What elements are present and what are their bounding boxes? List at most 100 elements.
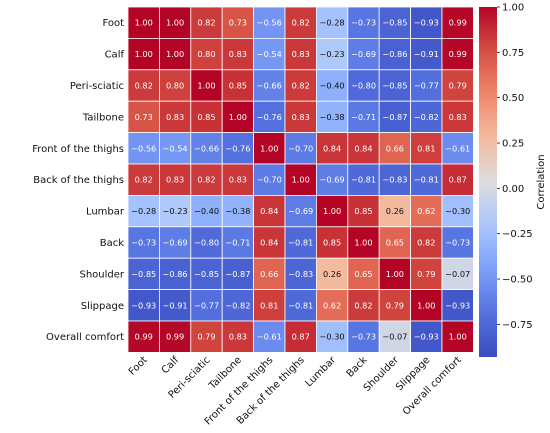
heatmap-cell: [441, 100, 474, 133]
cell-value-label: 0.83: [449, 112, 467, 122]
heatmap-cell: [410, 226, 443, 259]
cell-value-label: 0.81: [417, 143, 435, 153]
cell-value-label: −0.23: [163, 206, 188, 216]
cell-value-label: −0.86: [382, 49, 407, 59]
cell-value-label: −0.85: [382, 18, 407, 28]
cell-value-label: 1.00: [386, 269, 404, 279]
cell-value-label: −0.73: [131, 238, 156, 248]
row-label: Tailbone: [82, 112, 124, 123]
heatmap-cell: [127, 257, 160, 291]
heatmap-cell: [127, 194, 160, 228]
cell-value-label: −0.66: [194, 143, 219, 153]
heatmap-cell: [253, 38, 286, 71]
cell-value-label: 0.82: [197, 18, 215, 28]
cell-value-label: −0.76: [225, 143, 250, 153]
cell-value-label: −0.85: [382, 81, 407, 91]
cell-value-label: −0.40: [194, 206, 219, 216]
cell-value-label: 0.79: [417, 269, 435, 279]
heatmap-cell: [284, 320, 317, 353]
cell-value-label: −0.77: [414, 81, 439, 91]
cell-value-label: −0.28: [320, 18, 345, 28]
heatmap-cell: [410, 38, 443, 71]
cell-value-label: −0.73: [351, 18, 376, 28]
heatmap-cell: [284, 69, 317, 102]
colorbar-tick-label: 0.25: [502, 139, 524, 150]
cell-value-label: 1.00: [166, 18, 184, 28]
heatmap-cell: [347, 6, 380, 39]
cell-value-label: −0.56: [257, 18, 282, 28]
cell-value-label: 0.84: [260, 238, 278, 248]
heatmap-cell: [190, 38, 223, 71]
heatmap-cell: [410, 132, 443, 165]
cell-value-label: −0.81: [288, 300, 313, 310]
heatmap-cell: [378, 257, 412, 291]
cell-value-label: −0.54: [163, 143, 188, 153]
heatmap-cell: [441, 38, 474, 71]
cell-value-label: −0.40: [320, 81, 345, 91]
heatmap-cell: [410, 194, 443, 228]
cell-value-label: 1.00: [292, 175, 310, 185]
cell-value-label: −0.85: [131, 269, 156, 279]
cell-value-label: 1.00: [449, 332, 467, 342]
heatmap-cell: [253, 69, 286, 102]
row-label: Back: [100, 238, 124, 249]
heatmap-cell: [410, 6, 443, 39]
cell-value-label: 0.26: [386, 206, 404, 216]
cell-value-label: −0.69: [351, 49, 376, 59]
column-label: Overall comfort: [401, 355, 464, 418]
colorbar-tick-label: −0.25: [502, 229, 533, 240]
colorbar-title: Correlation: [536, 154, 547, 209]
cell-value-label: −0.70: [288, 143, 313, 153]
heatmap-cell: [284, 6, 317, 39]
cell-value-label: 0.65: [354, 269, 372, 279]
heatmap-cell: [378, 38, 412, 71]
heatmap-cell: [190, 257, 223, 291]
heatmap-cell: [347, 38, 380, 71]
heatmap-cell: [378, 132, 412, 165]
cell-value-label: 1.00: [229, 112, 247, 122]
cell-value-label: 0.85: [229, 81, 247, 91]
cell-value-label: 0.66: [386, 143, 404, 153]
cell-value-label: 1.00: [135, 18, 153, 28]
heatmap-cell: [190, 100, 223, 133]
cell-value-label: 0.26: [323, 269, 341, 279]
heatmap-cell: [253, 289, 286, 322]
cell-value-label: −0.28: [131, 206, 156, 216]
cell-value-label: −0.07: [382, 332, 407, 342]
cell-value-label: −0.76: [257, 112, 282, 122]
heatmap-cell: [378, 320, 412, 353]
cell-value-label: 0.84: [260, 206, 278, 216]
cell-value-label: −0.85: [194, 269, 219, 279]
heatmap-cell: [441, 132, 474, 165]
heatmap-cell: [127, 69, 160, 102]
cell-value-label: 0.85: [323, 238, 341, 248]
colorbar-gradient: [479, 7, 497, 357]
cell-value-label: −0.71: [351, 112, 376, 122]
colorbar-tick-label: 0.00: [502, 184, 524, 195]
heatmap-cell: [378, 69, 412, 102]
heatmap-cell: [253, 132, 286, 165]
cell-value-label: 0.82: [417, 238, 435, 248]
heatmap-cell: [410, 320, 443, 353]
cell-value-label: 0.87: [292, 332, 310, 342]
heatmap-cell: [347, 320, 380, 353]
colorbar-tick-label: 0.75: [502, 48, 524, 59]
cell-value-label: −0.30: [320, 332, 345, 342]
heatmap-cell: [378, 194, 412, 228]
cell-value-label: 0.66: [260, 269, 278, 279]
colorbar-tick-label: 0.50: [502, 93, 524, 104]
cell-value-label: −0.82: [414, 112, 439, 122]
cell-value-label: 0.80: [166, 81, 184, 91]
cell-value-label: −0.81: [414, 175, 439, 185]
cell-value-label: 0.85: [197, 112, 215, 122]
cell-value-label: −0.61: [257, 332, 282, 342]
heatmap-cell: [347, 194, 380, 228]
cell-value-label: −0.69: [163, 238, 188, 248]
row-label: Lumbar: [86, 207, 125, 218]
heatmap-cell: [127, 163, 160, 196]
cell-value-label: −0.77: [194, 300, 219, 310]
heatmap-cell: [127, 38, 160, 71]
heatmap-cell: [127, 320, 160, 353]
heatmap-cell: [284, 289, 317, 322]
heatmap-cell: [315, 194, 349, 228]
